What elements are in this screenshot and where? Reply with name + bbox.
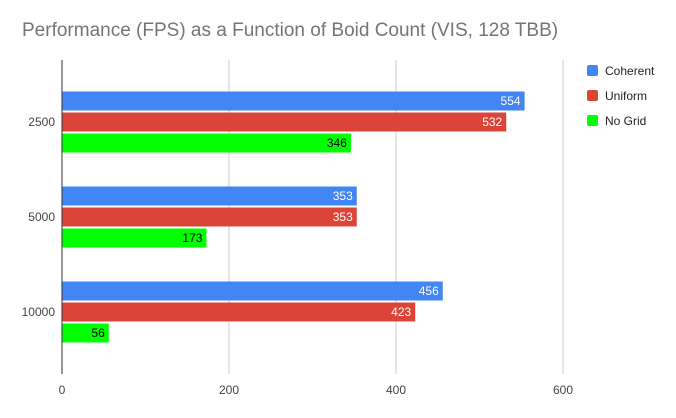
bar <box>62 112 507 132</box>
legend-label: No Grid <box>605 113 647 128</box>
x-tick-label: 600 <box>553 383 573 397</box>
data-label: 554 <box>501 94 521 108</box>
bar <box>62 91 525 111</box>
y-tick-label: 10000 <box>22 305 56 319</box>
legend-swatch <box>587 115 598 126</box>
data-label: 353 <box>333 210 353 224</box>
data-label: 346 <box>327 136 347 150</box>
legend-item: Uniform <box>587 83 654 108</box>
chart-title: Performance (FPS) as a Function of Boid … <box>22 20 559 41</box>
legend-swatch <box>587 65 598 76</box>
legend-item: Coherent <box>587 58 654 83</box>
data-label: 56 <box>91 326 105 340</box>
legend-label: Coherent <box>605 63 655 78</box>
data-label: 353 <box>333 189 353 203</box>
legend-swatch <box>587 90 598 101</box>
x-tick-label: 0 <box>59 383 66 397</box>
bar <box>62 302 416 322</box>
legend: Coherent Uniform No Grid <box>587 58 654 133</box>
data-label: 532 <box>482 115 502 129</box>
legend-item: No Grid <box>587 108 654 133</box>
bar <box>62 133 351 153</box>
bar <box>62 186 357 206</box>
bar <box>62 207 357 227</box>
bars: 554 532 346 353 353 173 456 423 56 <box>62 91 525 343</box>
axis-labels: 0 200 400 600 2500 5000 10000 <box>22 115 574 397</box>
data-label: 456 <box>419 284 439 298</box>
bar <box>62 323 109 343</box>
x-tick-label: 200 <box>219 383 239 397</box>
x-tick-label: 400 <box>386 383 406 397</box>
data-label: 173 <box>182 231 202 245</box>
bar <box>62 281 443 301</box>
bar <box>62 228 207 248</box>
y-tick-label: 2500 <box>28 115 55 129</box>
y-tick-label: 5000 <box>28 210 55 224</box>
data-label: 423 <box>391 305 411 319</box>
legend-label: Uniform <box>605 88 648 103</box>
